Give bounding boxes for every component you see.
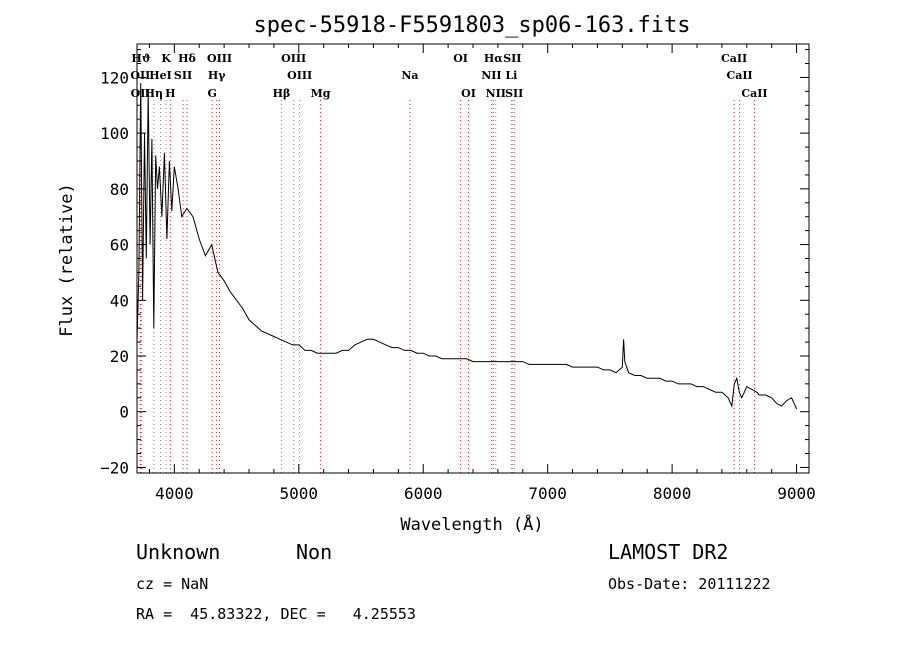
line-marker-label: Hγ [208, 69, 226, 82]
x-tick-label: 4000 [155, 484, 194, 503]
line-marker-label: G [207, 87, 216, 100]
line-marker-label: Mg [311, 87, 331, 100]
line-marker-label: CaII [741, 87, 767, 100]
line-marker-label: Hη [145, 87, 163, 100]
plot-frame [136, 43, 810, 474]
object-subclass: Non [296, 540, 333, 564]
line-marker-label: Hϑ [131, 52, 151, 65]
y-tick-label: 60 [110, 236, 129, 255]
y-tick-label: 40 [110, 291, 129, 310]
survey-name: LAMOST DR2 [608, 540, 729, 564]
x-tick-label: 5000 [280, 484, 319, 503]
y-tick-label: 0 [119, 403, 129, 422]
y-axis-label: Flux (relative) [57, 183, 77, 337]
line-marker-label: OIII [281, 52, 306, 65]
y-tick-label: −20 [100, 458, 129, 477]
line-marker-label: SII [505, 87, 523, 100]
line-marker-label: Li [505, 69, 517, 82]
line-marker-label: HeI [149, 69, 172, 82]
line-marker-label: OIII [287, 69, 312, 82]
x-tick-label: 7000 [528, 484, 567, 503]
y-tick-label: 120 [100, 68, 129, 87]
line-marker-label: K [161, 52, 171, 65]
axis-ticks [137, 44, 809, 473]
y-tick-label: 20 [110, 347, 129, 366]
line-marker-label: SII [174, 69, 192, 82]
x-axis-label: Wavelength (Å) [400, 513, 543, 535]
line-marker-label: OII [130, 69, 150, 82]
line-marker-label: NII [481, 69, 501, 82]
line-marker-label: OIII [207, 52, 232, 65]
y-tick-label: 100 [100, 124, 129, 143]
line-marker-label: Hδ [178, 52, 196, 65]
coordinates: RA = 45.83322, DEC = 4.25553 [136, 605, 416, 623]
line-marker-label: NII [486, 87, 506, 100]
line-marker-label: Hα [484, 52, 503, 65]
line-marker-label: CaII [721, 52, 747, 65]
line-marker-label: SII [503, 52, 521, 65]
x-tick-label: 8000 [653, 484, 692, 503]
chart-title: spec-55918-F5591803_sp06-163.fits [253, 13, 690, 38]
line-markers [139, 100, 755, 473]
line-marker-label: Na [401, 69, 418, 82]
line-marker-label: OI [453, 52, 468, 65]
redshift-cz: cz = NaN [136, 575, 209, 593]
line-marker-label: OI [461, 87, 476, 100]
object-class: Unknown [136, 540, 221, 564]
axis-tick-labels: 4000 5000 6000 7000 8000 9000 −20 0 20 40 60 80 100 1… [100, 68, 816, 503]
x-tick-label: 6000 [404, 484, 443, 503]
line-marker-label: CaII [726, 69, 752, 82]
y-tick-label: 80 [110, 180, 129, 199]
line-marker-label: Hβ [273, 87, 291, 100]
spectrum-series [136, 82, 798, 410]
x-tick-label: 9000 [777, 484, 816, 503]
line-marker-label: H [165, 87, 175, 100]
observation-date: Obs-Date: 20111222 [608, 575, 771, 593]
